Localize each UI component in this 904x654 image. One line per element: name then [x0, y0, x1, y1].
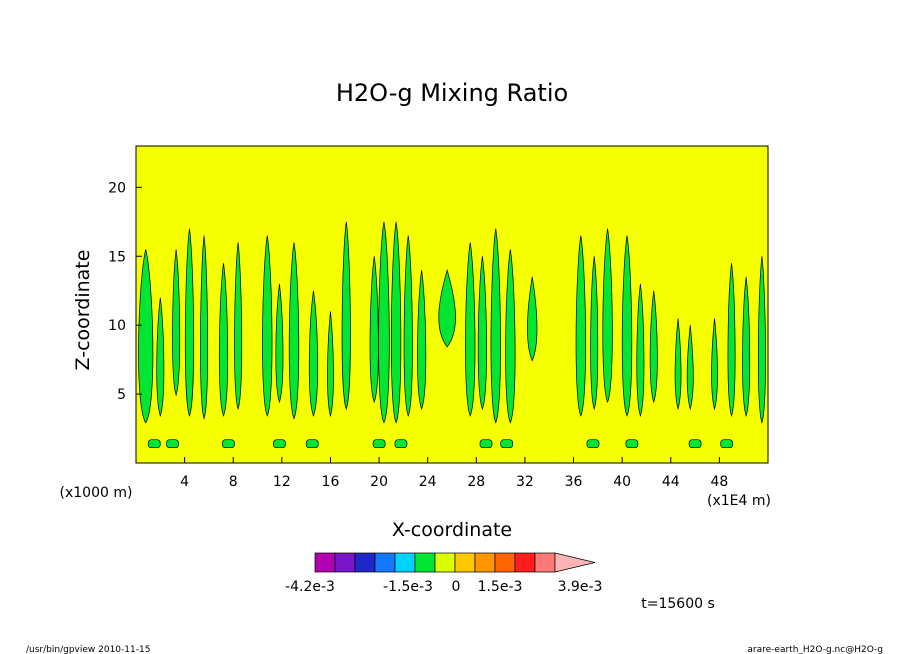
- plume-6: [234, 242, 243, 411]
- surface-patch-4: [305, 439, 319, 449]
- y-tick-label-10: 10: [108, 318, 126, 334]
- plot-frame: [135, 145, 769, 464]
- x-ticks: 4 8 12 16 20 24 28 32 36 40 44 48: [180, 457, 728, 490]
- plume-10: [308, 290, 318, 417]
- plume-9: [288, 242, 300, 420]
- plume-33: [727, 263, 736, 418]
- plume-1: [156, 297, 165, 418]
- surface-patch-3: [273, 439, 286, 449]
- surface-patch-2: [222, 439, 235, 449]
- colorbar-arrow: [554, 552, 596, 573]
- plume-13: [369, 256, 379, 404]
- plume-34: [742, 276, 751, 418]
- plume-14: [378, 221, 390, 424]
- x-tick-label-32: 32: [516, 474, 534, 490]
- colorbar-labels: -4.2e-3 -1.5e-3 0 1.5e-3 3.9e-3: [285, 579, 602, 595]
- colorbar-box-10: [514, 552, 536, 573]
- plume-11: [327, 311, 334, 418]
- surface-patch-7: [479, 439, 493, 449]
- colorbar-label-3: 1.5e-3: [478, 579, 523, 595]
- plume-24: [575, 235, 586, 417]
- colorbar-label-0: -4.2e-3: [285, 579, 335, 595]
- footer-right: arare-earth_H2O-g.nc@H2O-g: [747, 645, 883, 654]
- colorbar-box-6: [434, 552, 456, 573]
- colorbar-box-8: [474, 552, 496, 573]
- plume-2: [172, 249, 181, 397]
- surface-patch-8: [500, 439, 514, 449]
- colorbar-box-3: [374, 552, 396, 573]
- x-tick-label-4: 4: [180, 474, 189, 490]
- contour-features: [138, 221, 766, 449]
- plume-5: [218, 263, 229, 417]
- plume-15: [390, 221, 402, 424]
- colorbar-label-1: -1.5e-3: [383, 579, 433, 595]
- colorbar-box-9: [494, 552, 516, 573]
- x-tick-label-44: 44: [662, 474, 680, 490]
- plume-4: [200, 235, 209, 420]
- surface-patch-0: [147, 439, 161, 449]
- plume-26: [602, 228, 613, 403]
- plume-17: [417, 269, 427, 410]
- y-ticks: 5 10 15 20: [108, 180, 142, 403]
- plume-23: [527, 276, 538, 362]
- y-tick-label-15: 15: [108, 249, 126, 265]
- plume-31: [686, 325, 694, 411]
- x-tick-label-36: 36: [565, 474, 583, 490]
- colorbar-box-2: [354, 552, 376, 573]
- x-axis-label: X-coordinate: [392, 519, 512, 541]
- colorbar-label-2: 0: [452, 579, 461, 595]
- plume-29: [649, 290, 658, 404]
- surface-patch-5: [372, 439, 386, 449]
- plume-35: [757, 256, 766, 424]
- colorbar-box-7: [454, 552, 476, 573]
- x-tick-label-28: 28: [467, 474, 485, 490]
- plume-3: [184, 228, 195, 417]
- x-tick-label-12: 12: [273, 474, 291, 490]
- plume-25: [590, 256, 599, 411]
- surface-patch-11: [688, 439, 702, 449]
- plume-21: [490, 228, 501, 424]
- plume-20: [477, 256, 487, 410]
- x-tick-label-8: 8: [229, 474, 238, 490]
- plume-19: [465, 242, 476, 417]
- colorbar-label-4: 3.9e-3: [558, 579, 603, 595]
- surface-patch-10: [625, 439, 639, 449]
- plume-18: [438, 268, 456, 348]
- colorbar-box-11: [534, 552, 556, 573]
- x-tick-label-24: 24: [419, 474, 437, 490]
- y-axis-label: Z-coordinate: [72, 250, 94, 371]
- x-tick-label-40: 40: [613, 474, 631, 490]
- colorbar-box-0: [314, 552, 336, 573]
- y-tick-label-5: 5: [117, 387, 126, 403]
- plume-27: [621, 235, 633, 417]
- colorbar: [314, 552, 596, 573]
- plume-32: [711, 318, 718, 411]
- plume-28: [636, 283, 645, 418]
- x-tick-label-20: 20: [370, 474, 388, 490]
- x-tick-label-16: 16: [322, 474, 340, 490]
- x-tick-label-48: 48: [710, 474, 728, 490]
- plume-0: [138, 249, 154, 424]
- y-axis-unit: (x1000 m): [60, 485, 133, 501]
- chart-title: H2O-g Mixing Ratio: [336, 79, 568, 107]
- surface-patch-9: [586, 439, 600, 449]
- colorbar-box-4: [394, 552, 416, 573]
- surface-patch-1: [166, 439, 179, 449]
- footer-left: /usr/bin/gpview 2010-11-15: [26, 645, 150, 654]
- plume-7: [262, 235, 273, 417]
- time-label: t=15600 s: [641, 596, 715, 612]
- plume-8: [275, 283, 284, 404]
- colorbar-box-1: [334, 552, 356, 573]
- plume-16: [403, 235, 413, 417]
- colorbar-box-5: [414, 552, 436, 573]
- surface-patch-12: [720, 439, 734, 449]
- x-axis-unit: (x1E4 m): [707, 493, 771, 509]
- plume-22: [505, 249, 516, 424]
- surface-patch-6: [394, 439, 408, 449]
- y-tick-label-20: 20: [108, 180, 126, 196]
- plume-30: [674, 318, 682, 411]
- plume-12: [341, 221, 351, 410]
